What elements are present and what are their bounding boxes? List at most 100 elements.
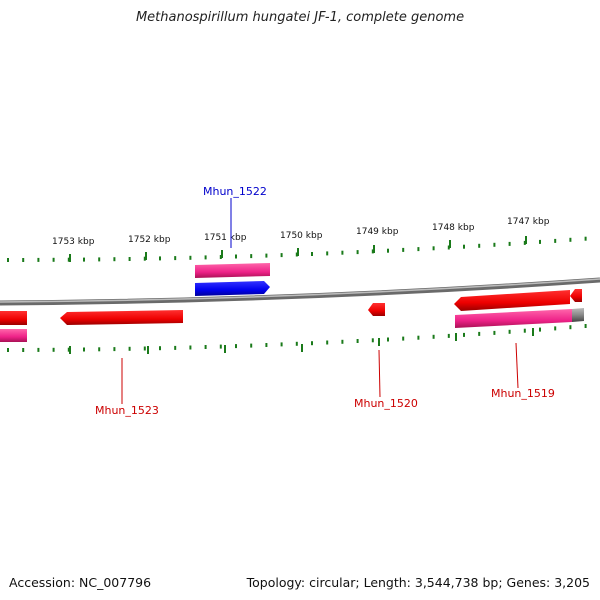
minor-tick	[67, 257, 70, 262]
minor-tick	[250, 254, 253, 259]
minor-tick	[493, 330, 496, 335]
minor-tick	[447, 245, 450, 250]
minor-tick	[341, 339, 344, 344]
minor-tick	[7, 258, 9, 262]
minor-tick	[280, 342, 283, 347]
minor-tick	[402, 336, 405, 341]
minor-tick	[341, 250, 344, 255]
minor-tick	[569, 237, 572, 242]
minor-tick	[311, 341, 313, 346]
minor-tick	[295, 252, 298, 257]
minor-tick	[22, 258, 25, 262]
minor-tick	[387, 248, 389, 253]
minor-tick	[219, 344, 222, 349]
feature-left-edge-magenta[interactable]	[0, 329, 27, 342]
minor-tick	[523, 240, 526, 245]
tick-label-1752: 1752 kbp	[128, 235, 171, 245]
minor-tick	[37, 347, 40, 352]
minor-tick	[508, 241, 511, 246]
leader-mhun-1519	[515, 342, 519, 389]
minor-tick	[189, 255, 192, 260]
minor-tick	[387, 337, 389, 342]
tick-label-1753: 1753 kbp	[52, 237, 95, 247]
feature-gray-tail[interactable]	[572, 308, 584, 322]
minor-tick	[584, 236, 587, 241]
minor-tick	[174, 345, 177, 350]
tick-labels: 1753 kbp 1752 kbp 1751 kbp 1750 kbp 1749…	[52, 217, 550, 247]
minor-tick	[554, 326, 557, 331]
minor-tick	[219, 255, 222, 259]
gene-mhun-1523[interactable]	[60, 310, 183, 325]
minor-tick	[493, 242, 496, 247]
label-mhun-1522[interactable]: Mhun_1522	[203, 185, 267, 198]
minor-tick	[523, 328, 526, 333]
minor-tick	[371, 249, 374, 254]
minor-tick	[128, 257, 131, 261]
minor-tick	[235, 254, 237, 259]
genome-summary-text: Topology: circular; Length: 3,544,738 bp…	[246, 575, 590, 590]
minor-tick	[447, 333, 450, 338]
minor-tick	[98, 347, 101, 352]
minor-tick	[37, 257, 40, 262]
minor-tick	[463, 332, 465, 337]
minor-tick	[174, 256, 177, 261]
minor-tick	[539, 327, 541, 332]
minor-tick	[539, 239, 541, 244]
minor-tick	[280, 253, 283, 258]
major-ticks-inner	[69, 328, 534, 354]
minor-tick	[569, 325, 572, 330]
minor-tick	[52, 347, 55, 352]
minor-tick	[417, 335, 420, 340]
map-title: Methanospirillum hungatei JF-1, complete…	[135, 10, 465, 25]
minor-tick	[52, 257, 55, 262]
minor-tick	[265, 343, 268, 347]
minor-tick	[417, 247, 420, 252]
feature-magenta-upper[interactable]	[195, 263, 270, 278]
tick-label-1749: 1749 kbp	[356, 227, 399, 237]
minor-tick	[235, 344, 237, 349]
minor-tick	[113, 257, 116, 262]
gene-mhun-1520[interactable]	[368, 303, 385, 316]
minor-tick	[143, 256, 146, 261]
gene-mhun-1522[interactable]	[195, 281, 270, 296]
minor-tick	[7, 348, 9, 352]
minor-tick	[356, 339, 359, 343]
accession-text: Accession: NC_007796	[9, 575, 152, 590]
tick-label-1747: 1747 kbp	[507, 217, 550, 227]
minor-tick	[311, 252, 313, 256]
minor-tick	[113, 347, 116, 352]
leader-mhun-1520	[378, 349, 381, 398]
minor-tick	[204, 255, 207, 260]
outer-tick-track	[7, 236, 587, 262]
minor-tick	[463, 244, 465, 249]
minor-tick	[584, 324, 587, 328]
minor-tick	[159, 346, 161, 351]
minor-tick	[265, 253, 268, 258]
major-ticks-outer	[69, 236, 527, 262]
minor-tick	[402, 247, 405, 252]
minor-tick	[67, 347, 70, 352]
tick-label-1748: 1748 kbp	[432, 223, 475, 233]
label-mhun-1520[interactable]: Mhun_1520	[354, 397, 418, 410]
minor-tick	[22, 348, 25, 352]
label-mhun-1519[interactable]: Mhun_1519	[491, 387, 555, 400]
minor-tick	[432, 334, 435, 339]
gene-left-edge-red[interactable]	[0, 311, 27, 325]
label-mhun-1523[interactable]: Mhun_1523	[95, 404, 159, 417]
minor-tick	[98, 257, 101, 262]
minor-tick	[295, 341, 298, 346]
minor-tick	[554, 238, 557, 243]
minor-tick	[204, 345, 207, 349]
minor-tick	[128, 346, 131, 351]
minor-tick	[83, 347, 85, 352]
minor-tick	[478, 331, 481, 336]
gene-mhun-1519[interactable]	[454, 290, 570, 311]
feature-magenta-lower[interactable]	[455, 309, 572, 328]
inner-tick-track	[7, 324, 587, 352]
gene-right-small-red[interactable]	[570, 289, 582, 302]
tick-label-1750: 1750 kbp	[280, 231, 323, 241]
minor-tick	[326, 340, 329, 345]
minor-tick	[371, 338, 374, 343]
minor-tick	[189, 345, 192, 350]
